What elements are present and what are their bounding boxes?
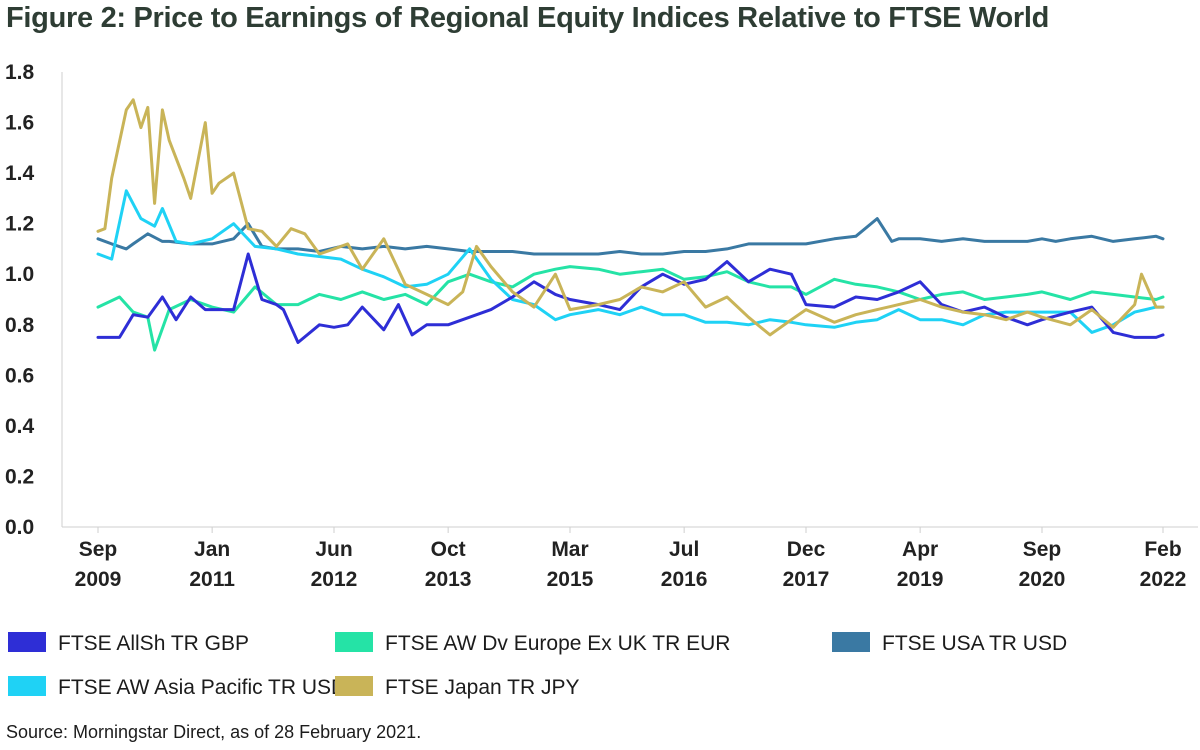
source-note: Source: Morningstar Direct, as of 28 Feb… <box>6 722 422 742</box>
series-line-ftse-allsh-tr-gbp <box>96 252 1165 344</box>
y-tick-label: 0.6 <box>5 364 34 387</box>
legend-label: FTSE AW Asia Pacific TR USD <box>58 676 346 699</box>
x-tick-label-month: Mar <box>551 538 588 561</box>
series-line-ftse-japan-tr-jpy <box>96 98 1165 337</box>
axes <box>61 72 1198 528</box>
x-tick-label-year: 2019 <box>897 568 944 591</box>
x-tick-label-month: Sep <box>79 538 118 561</box>
chart-title: Figure 2: Price to Earnings of Regional … <box>6 2 1050 34</box>
y-tick-label: 1.0 <box>5 263 34 286</box>
y-tick-label: 0.4 <box>5 415 35 438</box>
x-tick-label-month: Jun <box>315 538 352 561</box>
legend-label: FTSE USA TR USD <box>882 632 1067 655</box>
x-tick-label-year: 2015 <box>547 568 594 591</box>
x-axis-ticks: Sep 2009 Jan 2011 Jun 2012 Oct 2013 Mar 2015 Jul 20… <box>75 527 1187 591</box>
x-tick-label-year: 2012 <box>311 568 358 591</box>
legend-label: FTSE AW Dv Europe Ex UK TR EUR <box>385 632 730 655</box>
legend-swatch <box>8 676 46 696</box>
chart-canvas: 0.0 0.2 0.4 0.6 0.8 1.0 1.2 1.4 1.6 1.8 Sep 2009 Ja… <box>5 61 1198 699</box>
series-line-ftse-aw-dv-europe-ex-uk-tr-eur <box>96 265 1165 352</box>
x-tick-label-month: Jul <box>669 538 699 561</box>
legend-swatch <box>335 676 373 696</box>
legend-swatch <box>832 632 870 652</box>
y-axis-ticks: 0.0 0.2 0.4 0.6 0.8 1.0 1.2 1.4 1.6 1.8 <box>5 61 35 539</box>
y-tick-label: 0.8 <box>5 314 35 337</box>
x-tick-label-year: 2020 <box>1019 568 1066 591</box>
legend-swatch <box>8 632 46 652</box>
x-tick-label-year: 2016 <box>661 568 708 591</box>
x-tick-label-month: Dec <box>787 538 826 561</box>
legend: FTSE AllSh TR GBP FTSE AW Dv Europe Ex UK… <box>8 632 1067 699</box>
series-line-ftse-usa-tr-usd <box>96 217 1165 256</box>
x-tick-label-year: 2022 <box>1140 568 1187 591</box>
y-tick-label: 0.2 <box>5 465 34 488</box>
x-tick-label-year: 2011 <box>189 568 235 591</box>
legend-label: FTSE Japan TR JPY <box>385 676 580 699</box>
y-tick-label: 1.2 <box>5 213 34 236</box>
y-tick-label: 0.0 <box>5 516 34 539</box>
x-tick-label-year: 2017 <box>783 568 830 591</box>
y-tick-label: 1.6 <box>5 112 34 135</box>
x-tick-label-month: Feb <box>1144 538 1181 561</box>
x-tick-label-month: Sep <box>1023 538 1062 561</box>
legend-label: FTSE AllSh TR GBP <box>58 632 249 655</box>
plot-area <box>96 98 1165 352</box>
x-tick-label-month: Oct <box>431 538 466 561</box>
series-line-ftse-aw-asia-pacific-tr-usd <box>96 189 1165 334</box>
x-tick-label-month: Jan <box>194 538 230 561</box>
x-tick-label-year: 2009 <box>75 568 122 591</box>
legend-swatch <box>335 632 373 652</box>
x-tick-label-year: 2013 <box>425 568 472 591</box>
x-tick-label-month: Apr <box>902 538 938 561</box>
y-tick-label: 1.4 <box>5 162 35 185</box>
y-tick-label: 1.8 <box>5 61 35 84</box>
